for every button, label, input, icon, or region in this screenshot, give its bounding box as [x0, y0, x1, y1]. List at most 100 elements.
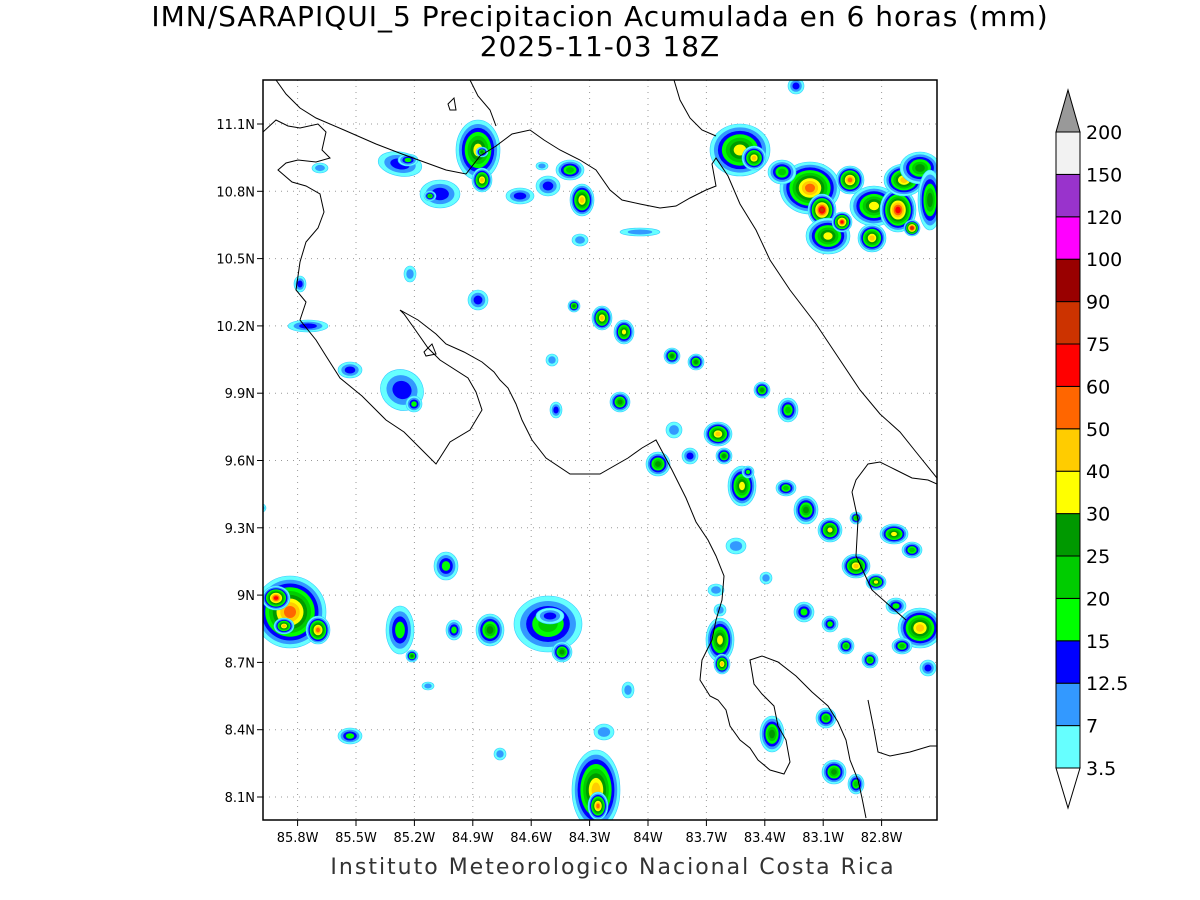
map-subtitle: 2025-11-03 18Z: [479, 30, 721, 63]
colorbar-swatch: [1055, 555, 1081, 599]
precip-cell: [613, 319, 635, 345]
precip-cell: [821, 759, 847, 785]
precip-contour: [778, 168, 786, 176]
colorbar-swatch: [1055, 216, 1081, 260]
precip-cell: [759, 715, 785, 753]
precip-contour: [831, 769, 837, 775]
precip-cell: [849, 511, 863, 525]
precip-contour: [915, 624, 925, 632]
precip-contour: [411, 401, 417, 407]
precip-contour: [579, 197, 585, 203]
precip-contour: [892, 603, 900, 609]
precip-cell: [421, 681, 435, 691]
precip-cell: [715, 447, 733, 465]
precip-cell: [707, 583, 725, 597]
precip-contour: [669, 425, 679, 435]
map-title: IMN/SARAPIQUI_5 Precipitacion Acumulada …: [151, 0, 1049, 33]
precip-contour: [899, 643, 905, 649]
precip-contour: [909, 547, 915, 553]
precip-cell: [681, 447, 699, 465]
precip-contour: [395, 621, 405, 639]
precip-cell: [423, 190, 437, 202]
precip-contour: [823, 715, 829, 721]
precip-cell: [337, 361, 363, 379]
precip-cell: [403, 265, 417, 283]
precip-contour: [513, 192, 527, 200]
precip-contour: [745, 469, 751, 475]
precip-cell: [535, 161, 549, 171]
precip-contour: [847, 177, 853, 183]
precip-cell: [753, 381, 771, 399]
colorbar-swatch: [1055, 597, 1081, 642]
colorbar-label: 120: [1086, 207, 1122, 229]
precipitation-field: [263, 80, 937, 820]
precip-cell: [591, 305, 613, 331]
lon-tick-label: 85.2W: [393, 831, 435, 846]
precip-contour: [424, 683, 432, 689]
precip-cell: [311, 162, 329, 174]
burica-peninsula: [867, 699, 937, 757]
precip-cell: [885, 597, 907, 615]
lon-tick-label: 83.1W: [802, 831, 844, 846]
colorbar-swatch: [1055, 640, 1081, 684]
precip-contour: [910, 226, 914, 230]
precip-cell: [919, 659, 937, 677]
precip-cell: [777, 397, 799, 423]
precip-cell: [551, 641, 573, 663]
precip-contour: [924, 664, 932, 672]
precip-contour: [792, 82, 800, 90]
precip-contour: [627, 229, 653, 235]
precip-contour: [715, 431, 721, 437]
precip-contour: [694, 360, 698, 364]
credit-footer: Instituto Meteorologico Nacional Costa R…: [330, 855, 896, 880]
precip-contour: [538, 163, 546, 169]
precip-contour: [273, 596, 279, 600]
precip-contour: [473, 295, 483, 305]
precip-cell: [385, 605, 415, 655]
precip-contour: [297, 280, 303, 288]
precip-contour: [827, 527, 833, 533]
precip-contour: [596, 803, 600, 809]
precip-cell: [545, 353, 559, 367]
precip-contour: [542, 181, 554, 191]
precip-cell: [535, 607, 565, 625]
precip-contour: [803, 506, 809, 514]
precip-cell: [901, 541, 923, 559]
precip-contour: [441, 561, 451, 571]
lon-tick-label: 84.6W: [510, 831, 552, 846]
colorbar-swatch: [1055, 385, 1081, 430]
precip-cell: [879, 523, 909, 545]
precip-cell: [805, 217, 851, 255]
precip-contour: [873, 580, 879, 584]
precip-contour: [621, 329, 627, 335]
colorbar-label: 25: [1086, 546, 1110, 568]
colorbar-swatch: [1055, 428, 1081, 472]
precip-cell: [567, 299, 581, 313]
colorbar-swatch: [1055, 301, 1081, 345]
precip-cell: [467, 289, 489, 311]
colorbar-label: 7: [1086, 716, 1098, 738]
colorbar-label: 75: [1086, 334, 1110, 356]
precip-contour: [762, 574, 770, 582]
precip-contour: [783, 485, 789, 491]
precip-cell: [380, 369, 424, 411]
precip-contour: [915, 164, 925, 172]
precip-cell: [287, 319, 329, 333]
precip-contour: [869, 235, 875, 241]
lat-tick-label: 10.8N: [216, 185, 255, 200]
precip-cell: [475, 146, 489, 158]
precip-cell: [837, 637, 855, 655]
precip-contour: [344, 366, 356, 374]
precip-contour: [800, 608, 808, 616]
precip-contour: [548, 356, 556, 364]
colorbar-label: 60: [1086, 376, 1110, 398]
lon-tick-label: 82.8W: [861, 831, 903, 846]
lat-tick-label: 11.1N: [216, 118, 255, 133]
precip-cell: [609, 391, 631, 413]
precip-contour: [785, 406, 791, 414]
precip-contour: [624, 685, 632, 695]
lat-tick-label: 10.5N: [216, 253, 255, 268]
lat-tick-label: 9.9N: [225, 387, 255, 402]
pacific-coast-nicoya: [263, 119, 867, 819]
